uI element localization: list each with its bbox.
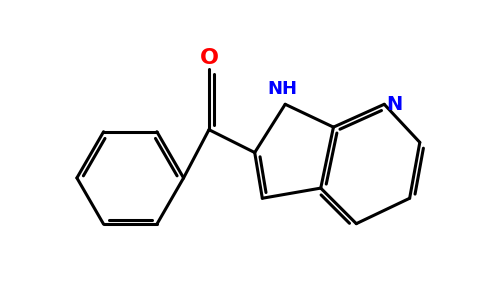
Text: O: O (199, 47, 218, 68)
Text: N: N (386, 95, 403, 114)
Text: NH: NH (268, 80, 298, 98)
